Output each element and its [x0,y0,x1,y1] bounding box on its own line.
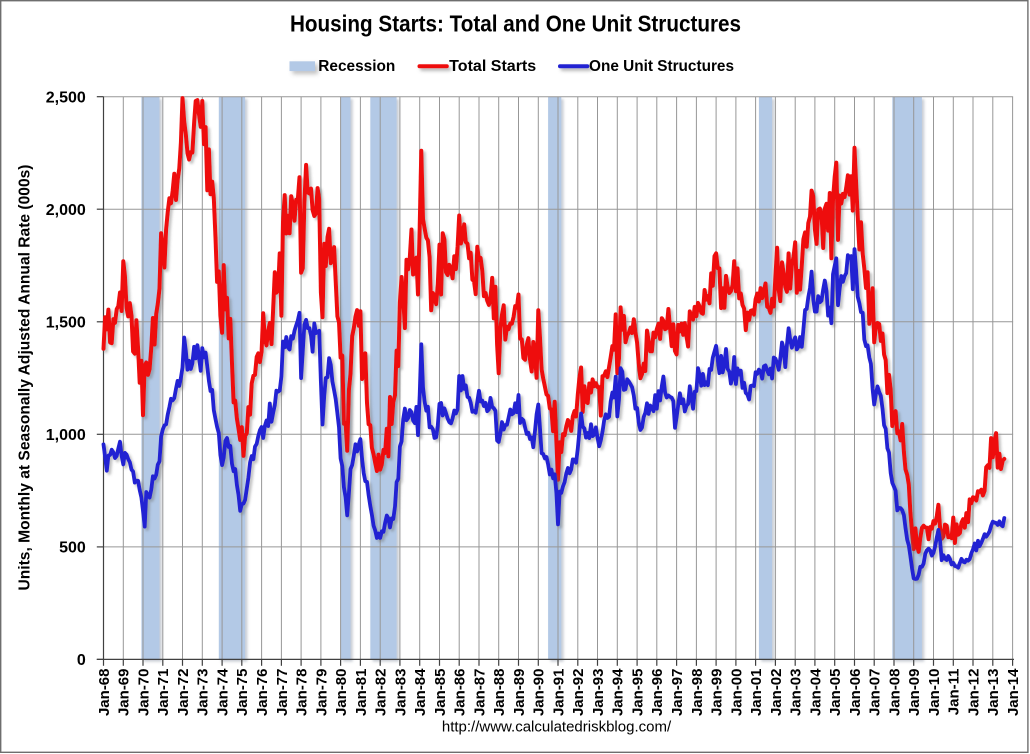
svg-text:Jan-72: Jan-72 [175,669,192,717]
svg-text:Jan-75: Jan-75 [234,669,251,717]
svg-text:Housing Starts: Total and One: Housing Starts: Total and One Unit Struc… [290,11,741,37]
svg-text:2,000: 2,000 [46,202,86,219]
svg-text:Jan-03: Jan-03 [788,669,805,717]
svg-text:Jan-09: Jan-09 [906,669,923,717]
svg-text:Jan-92: Jan-92 [570,669,587,717]
svg-text:Jan-81: Jan-81 [353,669,370,717]
svg-text:500: 500 [59,540,86,557]
svg-text:Jan-11: Jan-11 [946,669,963,716]
svg-text:Jan-87: Jan-87 [471,669,488,717]
svg-text:Jan-94: Jan-94 [610,668,627,716]
svg-text:Recession: Recession [318,58,395,75]
svg-text:Jan-95: Jan-95 [630,669,647,717]
svg-text:Jan-83: Jan-83 [392,669,409,717]
svg-text:Jan-84: Jan-84 [412,668,429,716]
svg-text:http://www.calculatedriskblog.: http://www.calculatedriskblog.com/ [442,719,672,736]
svg-text:Total Starts: Total Starts [449,58,536,75]
svg-text:Jan-91: Jan-91 [550,669,567,717]
svg-text:Jan-78: Jan-78 [294,669,311,717]
svg-text:Jan-14: Jan-14 [1005,668,1022,716]
svg-text:1,500: 1,500 [46,315,86,332]
svg-text:1,000: 1,000 [46,427,86,444]
svg-text:0: 0 [77,652,86,669]
svg-text:Jan-88: Jan-88 [491,669,508,717]
svg-text:Jan-05: Jan-05 [827,669,844,717]
svg-text:Jan-71: Jan-71 [155,669,172,717]
svg-text:Jan-99: Jan-99 [709,669,726,717]
svg-text:Jan-08: Jan-08 [886,669,903,717]
svg-text:Jan-04: Jan-04 [807,668,824,716]
svg-text:Jan-10: Jan-10 [926,669,943,717]
svg-text:Jan-80: Jan-80 [333,669,350,717]
svg-text:Jan-77: Jan-77 [274,669,291,717]
svg-text:Jan-12: Jan-12 [965,669,982,717]
svg-text:Jan-82: Jan-82 [373,669,390,717]
svg-text:Jan-76: Jan-76 [254,669,271,717]
svg-text:One Unit Structures: One Unit Structures [589,58,734,75]
svg-text:Jan-07: Jan-07 [867,669,884,717]
svg-text:Jan-86: Jan-86 [452,669,469,717]
svg-text:Jan-69: Jan-69 [116,669,133,717]
svg-text:Jan-79: Jan-79 [313,669,330,717]
svg-text:Jan-01: Jan-01 [748,669,765,717]
svg-text:Jan-02: Jan-02 [768,669,785,717]
svg-text:Jan-90: Jan-90 [531,669,548,717]
svg-text:Jan-74: Jan-74 [215,668,232,716]
svg-text:Jan-73: Jan-73 [195,669,212,717]
svg-text:Jan-00: Jan-00 [728,669,745,717]
svg-text:Jan-85: Jan-85 [432,669,449,717]
svg-text:2,500: 2,500 [46,90,86,107]
svg-text:Jan-93: Jan-93 [590,669,607,717]
svg-text:Jan-98: Jan-98 [689,669,706,717]
svg-text:Jan-13: Jan-13 [985,669,1002,717]
svg-text:Units, Monthly at Seasonally A: Units, Monthly at Seasonally Adjusted An… [17,165,34,591]
svg-text:Jan-68: Jan-68 [96,669,113,717]
svg-text:Jan-89: Jan-89 [511,669,528,717]
svg-text:Jan-97: Jan-97 [669,669,686,717]
svg-text:Jan-06: Jan-06 [847,669,864,717]
svg-text:Jan-96: Jan-96 [649,669,666,717]
svg-text:Jan-70: Jan-70 [135,669,152,717]
